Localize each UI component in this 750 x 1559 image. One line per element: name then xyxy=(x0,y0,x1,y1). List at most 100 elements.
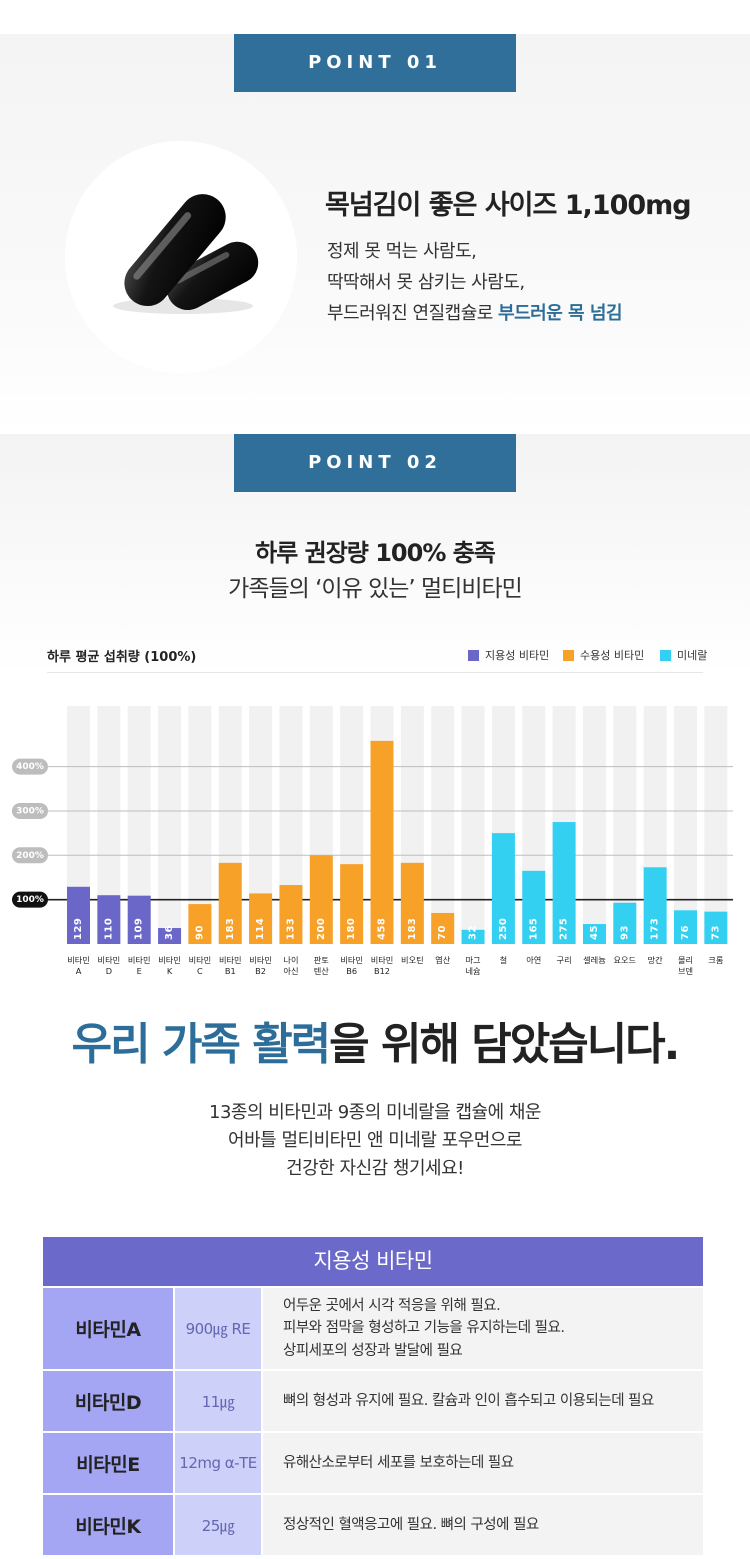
bar xyxy=(522,870,546,944)
legend-mineral-label: 미네랄 xyxy=(677,649,708,662)
bar xyxy=(491,833,515,944)
row-description-line: 뼈의 형성과 유지에 필요. 칼슘과 인이 흡수되고 이용되는데 필요 xyxy=(283,1392,654,1409)
row-description: 유해산소로부터 세포를 보호하는데 필요 xyxy=(263,1433,703,1493)
bar-value-label: 93 xyxy=(619,925,630,940)
x-tick-label: 엽산 xyxy=(435,955,451,965)
bar-track xyxy=(67,706,90,944)
x-tick-label: 네슘 xyxy=(466,966,482,976)
row-description-line: 유해산소로부터 세포를 보호하는데 필요 xyxy=(283,1454,514,1471)
bar-track xyxy=(674,706,697,944)
headline-blue-1: 우리 xyxy=(71,1019,151,1070)
y-tick-pill xyxy=(12,802,48,819)
table-row: 비타민D 11㎍ 뼈의 형성과 유지에 필요. 칼슘과 인이 흡수되고 이용되는… xyxy=(43,1371,703,1431)
y-tick-pill xyxy=(12,847,48,864)
point1-line-3: 부드러워진 연질캡슐로 부드러운 목 넘김 xyxy=(327,299,622,325)
capsule-image-circle xyxy=(65,141,297,373)
x-tick-label: K xyxy=(167,966,173,976)
bar-value-label: 110 xyxy=(103,918,114,940)
description-line-2: 어바틀 멀티비타민 앤 미네랄 포우먼으로 xyxy=(228,1130,522,1151)
bar xyxy=(370,740,394,944)
row-amount: 900㎍ RE xyxy=(175,1288,261,1369)
headline-rest: 을 위해 담았습니다. xyxy=(329,1019,680,1070)
legend-water: 수용성 비타민 xyxy=(563,647,644,663)
legend-water-swatch xyxy=(563,649,574,661)
headline: 우리 가족 활력을 위해 담았습니다. xyxy=(0,1008,750,1072)
x-tick-label: 아연 xyxy=(526,955,541,965)
bar-value-label: 200 xyxy=(316,918,327,940)
description-line-1: 13종의 비타민과 9종의 미네랄을 캡슐에 채운 xyxy=(209,1102,541,1123)
legend-fat: 지용성 비타민 xyxy=(468,647,549,663)
x-tick-label: 셀레늄 xyxy=(583,955,606,965)
bar-track xyxy=(613,706,637,944)
legend-fat-label: 지용성 비타민 xyxy=(485,649,550,662)
x-tick-label: B2 xyxy=(255,966,266,976)
row-amount: 25㎍ xyxy=(175,1495,261,1555)
x-tick-label: 비타민 xyxy=(340,955,363,965)
chart-divider xyxy=(47,672,703,673)
intake-bar-chart: 129 110 109 36 90 183 114 133 200 180 458 183 70 32 25… xyxy=(12,706,733,976)
bar-track xyxy=(97,706,121,944)
y-tick-label: 100% xyxy=(16,895,44,905)
bar xyxy=(643,867,667,944)
legend-mineral-swatch xyxy=(660,649,671,661)
row-description-line: 어두운 곳에서 시각 적응을 위해 필요. xyxy=(283,1297,501,1314)
y-tick-pill xyxy=(12,758,48,775)
headline-blue-2: 가족 xyxy=(161,1019,241,1070)
x-tick-label: 비타민 xyxy=(98,955,121,965)
point1-line-1: 정제 못 먹는 사람도, xyxy=(327,241,477,262)
bar xyxy=(249,893,273,944)
bar-value-label: 250 xyxy=(498,918,509,940)
bar xyxy=(97,895,121,944)
x-tick-label: E xyxy=(137,966,142,976)
bar-value-label: 32 xyxy=(468,925,479,940)
bar-value-label: 45 xyxy=(589,925,600,940)
legend-mineral: 미네랄 xyxy=(660,647,707,663)
y-tick-label: 200% xyxy=(16,851,44,861)
x-tick-label: 비타민 xyxy=(371,955,394,965)
table-row: 비타민A 900㎍ RE 어두운 곳에서 시각 적응을 위해 필요. 피부와 점… xyxy=(43,1288,703,1369)
row-description-line: 상피세포의 성장과 발달에 필요 xyxy=(283,1342,463,1359)
x-tick-label: 비타민 xyxy=(189,955,212,965)
row-amount: 12mg α-TE xyxy=(175,1433,261,1493)
point1-line-3-text: 부드러워진 연질캡슐로 xyxy=(327,303,499,324)
y-tick-label: 300% xyxy=(16,806,44,816)
x-tick-label: 비타민 xyxy=(67,955,90,965)
row-vitamin-name: 비타민E xyxy=(43,1433,173,1493)
row-vitamin-name: 비타민D xyxy=(43,1371,173,1431)
row-description: 뼈의 형성과 유지에 필요. 칼슘과 인이 흡수되고 이용되는데 필요 xyxy=(263,1371,703,1431)
x-tick-label: 비타민 xyxy=(158,955,181,965)
bar xyxy=(340,864,364,944)
bar-value-label: 36 xyxy=(164,925,175,940)
row-vitamin-name: 비타민K xyxy=(43,1495,173,1555)
bar-track xyxy=(249,706,273,944)
bar-track xyxy=(582,706,606,944)
bar-track xyxy=(127,706,151,944)
x-tick-label: 크롬 xyxy=(708,955,724,965)
x-tick-label: 비타민 xyxy=(219,955,242,965)
x-tick-label: 마그 xyxy=(466,955,482,965)
table-row: 비타민E 12mg α-TE 유해산소로부터 세포를 보호하는데 필요 xyxy=(43,1433,703,1493)
bar-value-label: 275 xyxy=(559,918,570,940)
bar xyxy=(582,924,606,944)
bar-value-label: 114 xyxy=(255,918,266,940)
row-description-line: 피부와 점막을 형성하고 기능을 유지하는데 필요. xyxy=(283,1320,565,1337)
x-tick-label: 몰리 xyxy=(678,955,693,965)
bar-track xyxy=(431,706,455,944)
table-header: 지용성 비타민 xyxy=(43,1237,703,1286)
point1-badge: POINT 01 xyxy=(234,34,516,92)
bar xyxy=(67,886,90,944)
point1-highlight: 부드러운 목 넘김 xyxy=(498,303,622,324)
row-description: 정상적인 혈액응고에 필요. 뼈의 구성에 필요 xyxy=(263,1495,703,1555)
bar-value-label: 129 xyxy=(73,918,84,940)
bar-value-label: 73 xyxy=(710,925,721,940)
point2-title: 하루 권장량 100% 충족 xyxy=(255,539,496,567)
bar-value-label: 180 xyxy=(346,918,357,940)
bar xyxy=(461,929,485,944)
bar-value-label: 173 xyxy=(650,918,661,940)
bar xyxy=(309,855,333,944)
description-line-3: 건강한 자신감 챙기세요! xyxy=(286,1158,464,1179)
x-tick-label: 텐산 xyxy=(314,966,330,976)
bar-track xyxy=(704,706,728,944)
x-tick-label: 판토 xyxy=(314,955,330,965)
legend-water-label: 수용성 비타민 xyxy=(580,649,645,662)
